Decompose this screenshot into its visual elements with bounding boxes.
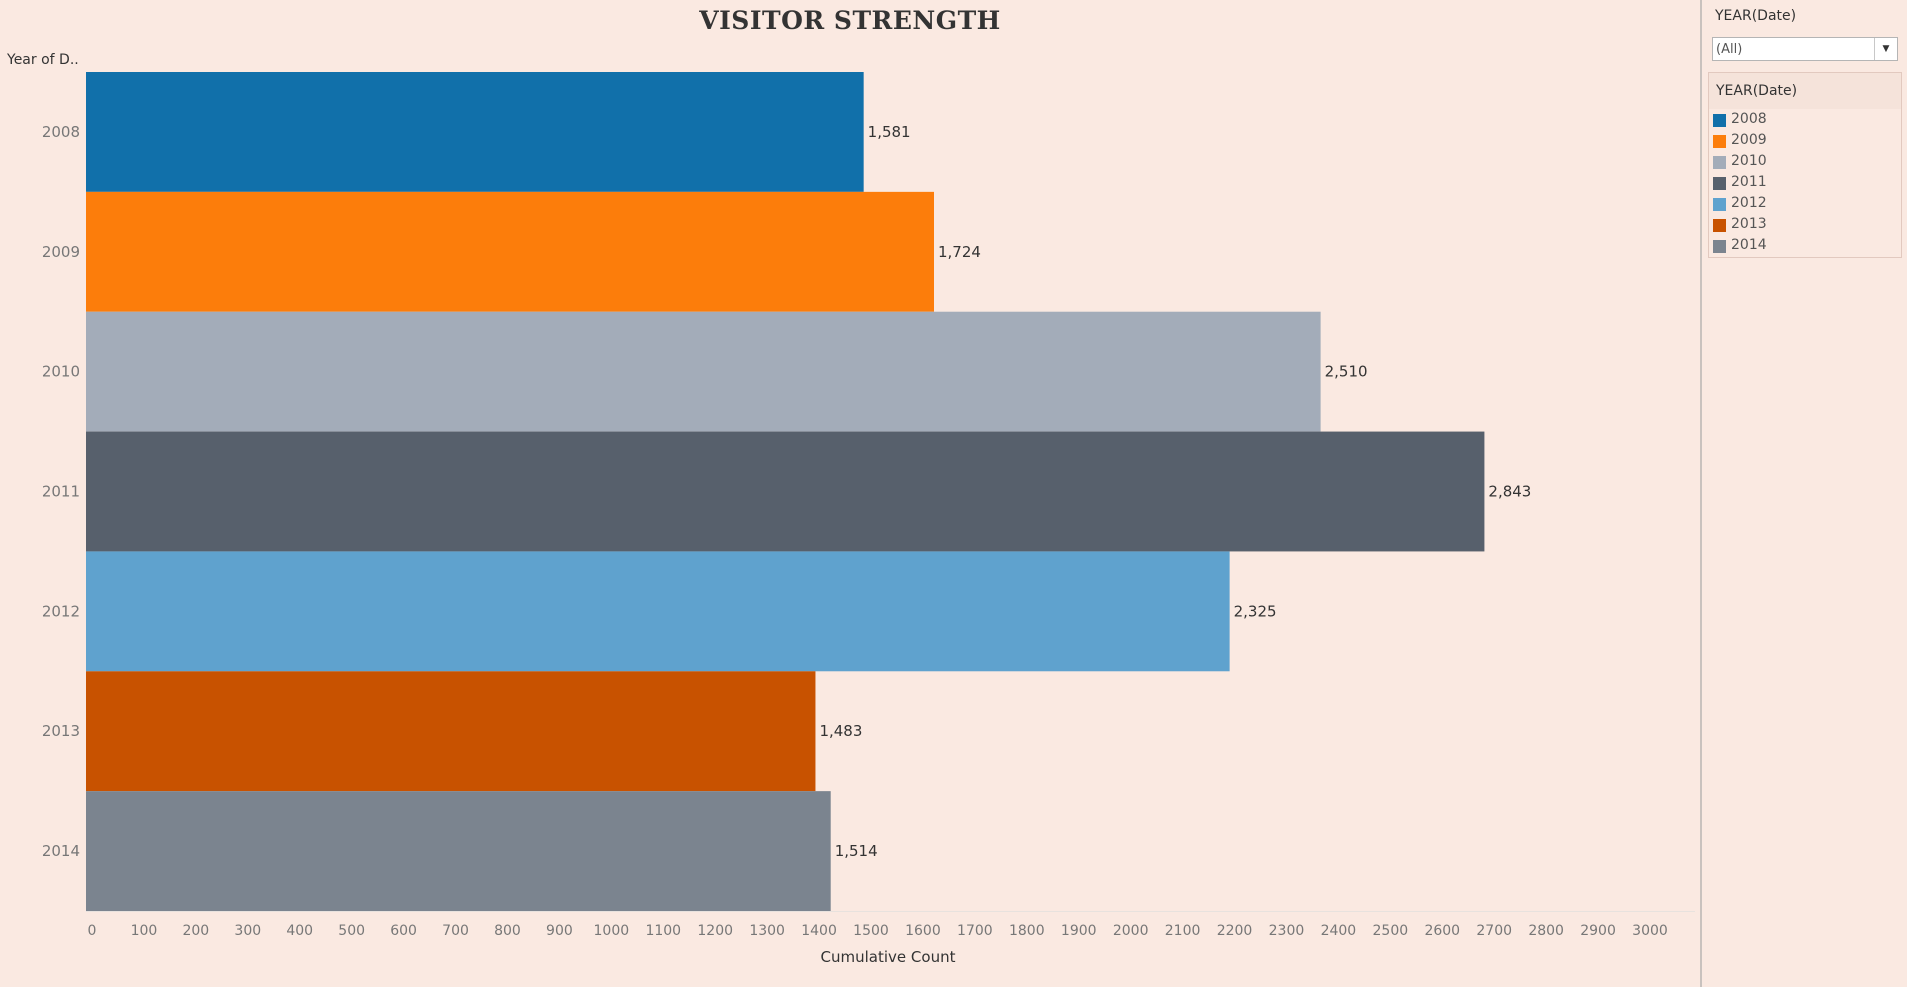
bar-value-label-2013: 1,483 xyxy=(819,722,862,740)
filter-value: (All) xyxy=(1716,42,1743,57)
bar-value-label-2010: 2,510 xyxy=(1325,363,1368,381)
x-tick-label: 900 xyxy=(546,923,573,939)
legend-label: 2013 xyxy=(1731,216,1767,232)
legend-label: 2009 xyxy=(1731,132,1767,148)
y-tick-label-2010: 2010 xyxy=(42,363,80,381)
x-tick-label: 1600 xyxy=(905,923,941,939)
x-tick-label: 1300 xyxy=(749,923,785,939)
legend-label: 2012 xyxy=(1731,195,1767,211)
bar-2008[interactable] xyxy=(86,72,864,192)
y-tick-label-2012: 2012 xyxy=(42,602,80,620)
legend-swatch xyxy=(1713,114,1726,127)
x-tick-label: 0 xyxy=(88,923,97,939)
bar-2009[interactable] xyxy=(86,191,934,312)
legend-item-2010[interactable]: 2010 xyxy=(1709,151,1901,172)
bar-2014[interactable] xyxy=(86,791,831,911)
legend-item-2009[interactable]: 2009 xyxy=(1709,130,1901,151)
x-tick-label: 2200 xyxy=(1217,923,1253,939)
x-tick-label: 2000 xyxy=(1113,923,1149,939)
x-tick-label: 2700 xyxy=(1476,923,1512,939)
legend-item-2013[interactable]: 2013 xyxy=(1709,214,1901,235)
legend-swatch xyxy=(1713,219,1726,232)
legend-swatch xyxy=(1713,198,1726,211)
chart-area: VISITOR STRENGTH Year of D.. 1,581 2008 1,… xyxy=(7,0,1702,987)
x-tick-label: 800 xyxy=(494,923,521,939)
legend-label: 2011 xyxy=(1731,174,1767,190)
x-tick-label: 1500 xyxy=(853,923,889,939)
y-tick-label-2011: 2011 xyxy=(42,483,80,501)
legend-title: YEAR(Date) xyxy=(1709,73,1901,109)
x-tick-label: 2800 xyxy=(1528,923,1564,939)
legend-item-2012[interactable]: 2012 xyxy=(1709,193,1901,214)
x-tick-label: 2500 xyxy=(1373,923,1409,939)
legend-item-2011[interactable]: 2011 xyxy=(1709,172,1901,193)
x-tick-label: 500 xyxy=(338,923,365,939)
legend-swatch xyxy=(1713,156,1726,169)
x-tick-label: 2600 xyxy=(1424,923,1460,939)
x-tick-label: 100 xyxy=(131,923,158,939)
x-tick-label: 700 xyxy=(442,923,469,939)
chevron-down-icon[interactable]: ▼ xyxy=(1874,38,1897,60)
bar-value-label-2014: 1,514 xyxy=(835,842,878,860)
legend-swatch xyxy=(1713,240,1726,253)
legend-swatch xyxy=(1713,177,1726,190)
x-tick-label: 1200 xyxy=(697,923,733,939)
x-tick-label: 1100 xyxy=(645,923,681,939)
bar-2011[interactable] xyxy=(86,431,1485,552)
legend-item-2014[interactable]: 2014 xyxy=(1709,235,1901,256)
legend-label: 2014 xyxy=(1731,237,1767,253)
year-filter-dropdown[interactable]: (All) ▼ xyxy=(1712,37,1898,61)
x-tick-label: 2400 xyxy=(1321,923,1357,939)
bar-value-label-2012: 2,325 xyxy=(1234,602,1277,620)
y-tick-label-2008: 2008 xyxy=(42,123,80,141)
x-tick-label: 1700 xyxy=(957,923,993,939)
chart-title: VISITOR STRENGTH xyxy=(699,6,1001,35)
bar-value-label-2009: 1,724 xyxy=(938,243,981,261)
bar-value-label-2011: 2,843 xyxy=(1488,483,1531,501)
x-tick-label: 600 xyxy=(390,923,417,939)
bar-2013[interactable] xyxy=(86,671,816,792)
x-tick-label: 1800 xyxy=(1009,923,1045,939)
legend-label: 2010 xyxy=(1731,153,1767,169)
x-tick-label: 1000 xyxy=(594,923,630,939)
x-tick-label: 2300 xyxy=(1269,923,1305,939)
legend-label: 2008 xyxy=(1731,111,1767,127)
filter-title: YEAR(Date) xyxy=(1715,8,1797,24)
x-tick-label: 300 xyxy=(234,923,261,939)
x-tick-label: 1900 xyxy=(1061,923,1097,939)
x-tick-label: 3000 xyxy=(1632,923,1668,939)
y-tick-label-2013: 2013 xyxy=(42,722,80,740)
y-tick-label-2009: 2009 xyxy=(42,243,80,261)
x-tick-label: 400 xyxy=(286,923,313,939)
x-tick-label: 2100 xyxy=(1165,923,1201,939)
legend-swatch xyxy=(1713,135,1726,148)
legend-item-2008[interactable]: 2008 xyxy=(1709,109,1901,130)
bar-2010[interactable] xyxy=(86,311,1321,432)
bar-value-label-2008: 1,581 xyxy=(868,123,911,141)
y-tick-label-2014: 2014 xyxy=(42,842,80,860)
y-axis-header: Year of D.. xyxy=(7,52,79,68)
color-legend: YEAR(Date) 2008 2009 2010 2011 2012 2013 2014 xyxy=(1708,72,1902,258)
x-axis-title: Cumulative Count xyxy=(820,948,956,966)
bar-chart: 1,581 2008 1,724 2009 2,510 2010 2,843 2011 2,32… xyxy=(42,72,1695,939)
x-tick-label: 1400 xyxy=(801,923,837,939)
x-tick-label: 200 xyxy=(182,923,209,939)
legend-items: 2008 2009 2010 2011 2012 2013 2014 xyxy=(1709,109,1901,256)
side-panel: YEAR(Date) (All) ▼ YEAR(Date) 2008 2009 20… xyxy=(1702,0,1907,987)
x-tick-label: 2900 xyxy=(1580,923,1616,939)
bar-2012[interactable] xyxy=(86,551,1230,672)
